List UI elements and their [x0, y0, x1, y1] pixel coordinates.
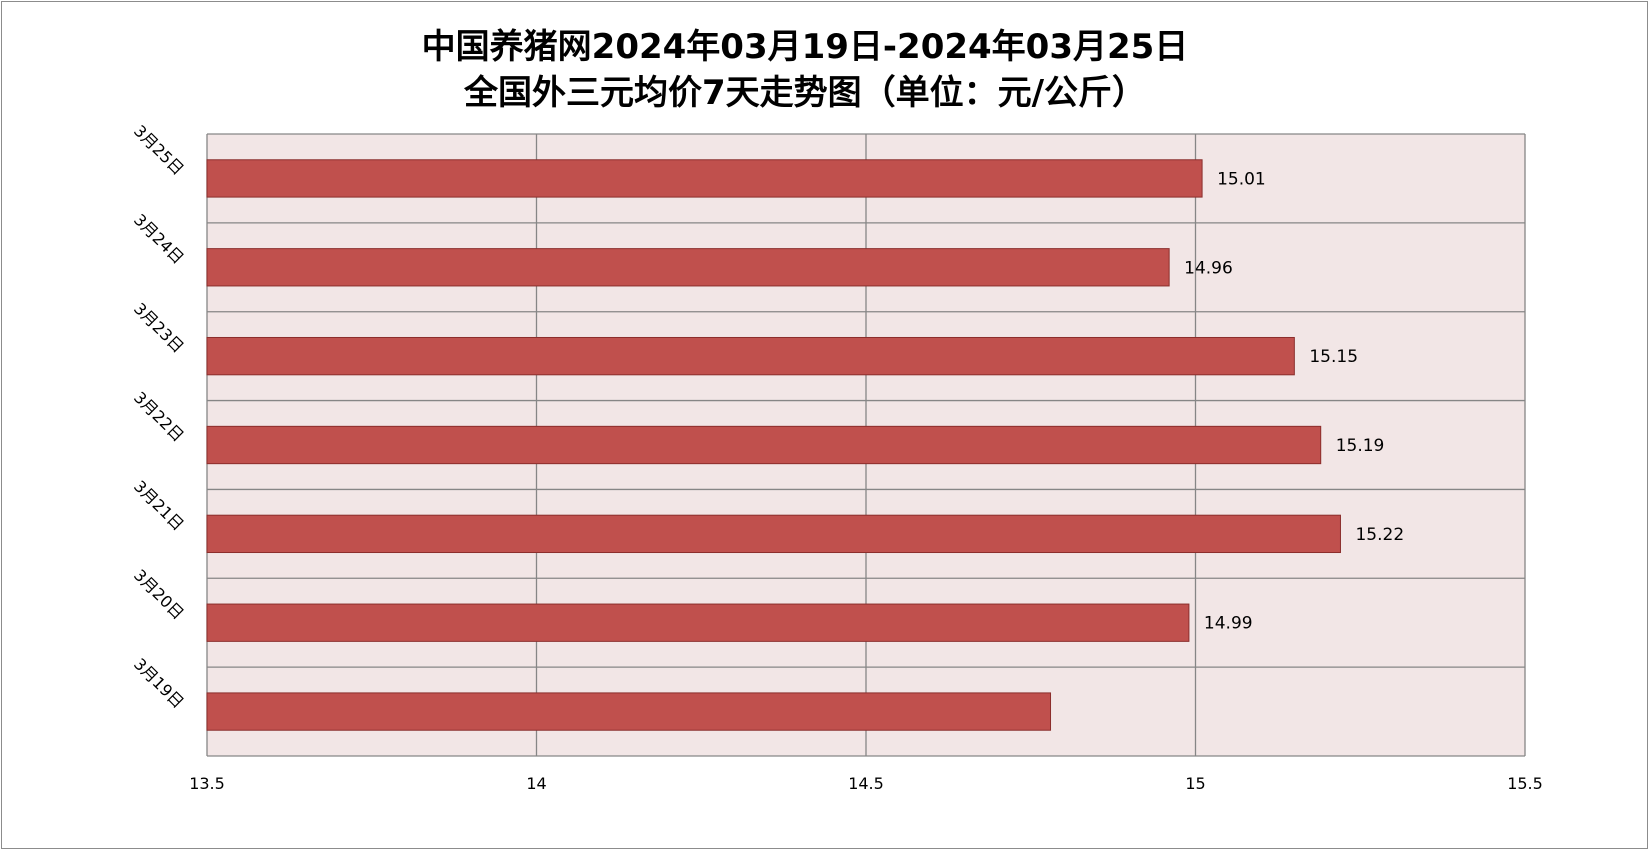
bar — [206, 159, 1203, 198]
category-label: 3月24日 — [130, 210, 188, 268]
x-tick-label: 14 — [526, 774, 546, 793]
chart-title: 中国养猪网2024年03月19日-2024年03月25日 全国外三元均价7天走势… — [0, 24, 1610, 116]
bar — [206, 425, 1322, 465]
data-label: 15.01 — [1217, 169, 1266, 189]
category-label: 3月21日 — [130, 477, 188, 535]
x-tick-label: 13.5 — [189, 774, 225, 793]
data-label: 15.22 — [1355, 525, 1404, 545]
x-tick-label: 15 — [1185, 774, 1205, 793]
category-label: 3月23日 — [130, 299, 188, 357]
category-label: 3月19日 — [130, 654, 188, 712]
chart-title-line1: 中国养猪网2024年03月19日-2024年03月25日 — [421, 27, 1189, 67]
category-label: 3月22日 — [130, 388, 188, 446]
data-label: 14.99 — [1204, 614, 1253, 634]
category-label: 3月25日 — [130, 121, 188, 179]
x-tick-label: 14.5 — [848, 774, 884, 793]
bar — [206, 692, 1052, 731]
bar — [206, 603, 1190, 642]
data-label: 15.19 — [1336, 436, 1385, 456]
category-label: 3月20日 — [130, 566, 188, 624]
data-label: 14.96 — [1184, 258, 1233, 278]
x-tick-label: 15.5 — [1507, 774, 1543, 793]
bar — [206, 248, 1170, 287]
bar — [206, 514, 1341, 554]
bar — [206, 336, 1295, 376]
data-label: 15.15 — [1309, 347, 1358, 367]
chart-title-line2: 全国外三元均价7天走势图（单位：元/公斤） — [463, 73, 1147, 113]
